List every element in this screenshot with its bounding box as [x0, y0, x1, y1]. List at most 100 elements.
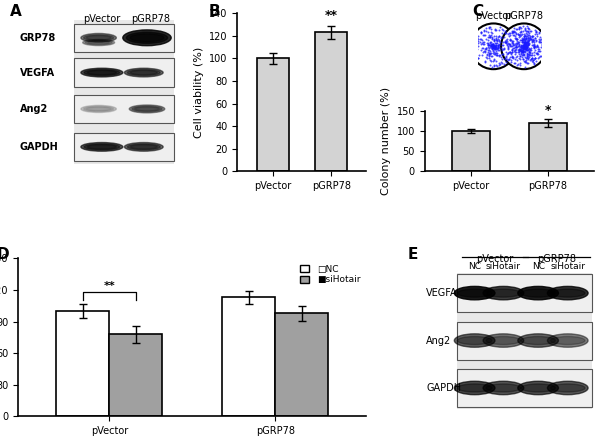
Point — [503, 43, 513, 50]
Point — [500, 30, 509, 37]
Bar — [315, 32, 347, 171]
Point — [479, 32, 488, 39]
Point — [476, 30, 486, 37]
Ellipse shape — [132, 106, 162, 112]
Point — [513, 43, 523, 50]
Point — [523, 24, 533, 31]
Ellipse shape — [124, 143, 163, 151]
Bar — [74, 58, 175, 87]
Point — [499, 34, 508, 41]
Point — [485, 42, 494, 49]
Point — [513, 60, 523, 67]
Text: pGRP78: pGRP78 — [537, 253, 576, 264]
Point — [517, 47, 527, 54]
Point — [523, 34, 533, 41]
Point — [521, 59, 530, 66]
Point — [531, 50, 541, 57]
Point — [493, 38, 502, 45]
Point — [507, 47, 517, 54]
Point — [490, 44, 499, 51]
Point — [521, 42, 530, 49]
Point — [527, 54, 536, 62]
Point — [496, 44, 506, 51]
Point — [526, 32, 535, 39]
Point — [522, 49, 532, 56]
Point — [518, 56, 527, 63]
Point — [480, 47, 490, 54]
Point — [522, 30, 532, 37]
Point — [514, 24, 523, 31]
Point — [491, 48, 501, 55]
Point — [514, 25, 523, 32]
Point — [473, 45, 482, 52]
Point — [490, 46, 499, 53]
Point — [524, 37, 534, 44]
Point — [518, 42, 528, 49]
Point — [482, 24, 491, 31]
Point — [478, 44, 487, 51]
Point — [527, 37, 536, 44]
Point — [521, 34, 530, 41]
Point — [515, 47, 524, 54]
Point — [496, 58, 506, 66]
Point — [482, 51, 491, 58]
Point — [532, 33, 542, 40]
Point — [533, 47, 542, 54]
Point — [538, 36, 547, 43]
Point — [518, 51, 527, 58]
Point — [518, 36, 527, 43]
Point — [508, 41, 517, 48]
Point — [488, 42, 497, 49]
Point — [520, 45, 529, 52]
Point — [523, 37, 533, 44]
Point — [520, 41, 529, 48]
Point — [529, 42, 539, 49]
Point — [487, 52, 496, 59]
Ellipse shape — [454, 286, 495, 300]
Point — [514, 26, 523, 33]
Point — [511, 26, 520, 33]
Point — [512, 49, 521, 56]
Point — [520, 47, 530, 54]
Point — [499, 27, 508, 34]
Point — [470, 48, 480, 55]
Point — [525, 47, 535, 54]
Point — [536, 43, 546, 51]
Point — [484, 42, 494, 49]
Point — [510, 55, 520, 62]
Point — [489, 61, 499, 68]
Y-axis label: Cell viability (%): Cell viability (%) — [194, 47, 203, 138]
Point — [491, 40, 500, 47]
Point — [533, 50, 542, 57]
Point — [503, 56, 513, 63]
Point — [505, 55, 514, 62]
Point — [521, 47, 531, 54]
Point — [533, 43, 543, 51]
Point — [489, 43, 499, 50]
Point — [505, 40, 514, 47]
Ellipse shape — [547, 334, 588, 347]
Point — [497, 59, 507, 66]
Point — [493, 39, 502, 47]
Point — [494, 27, 504, 34]
Point — [505, 37, 515, 44]
Point — [518, 47, 527, 54]
Point — [523, 34, 533, 41]
Point — [528, 57, 538, 64]
Point — [507, 42, 517, 49]
Point — [473, 43, 483, 50]
Point — [519, 38, 529, 45]
Point — [509, 28, 519, 35]
Point — [529, 39, 538, 46]
Point — [534, 28, 544, 35]
Point — [493, 43, 503, 50]
Point — [495, 23, 505, 31]
Point — [528, 59, 538, 66]
Circle shape — [470, 23, 517, 69]
Point — [517, 29, 526, 36]
Point — [523, 37, 533, 44]
Ellipse shape — [81, 34, 116, 42]
Point — [519, 43, 529, 50]
Ellipse shape — [454, 381, 495, 395]
Point — [533, 54, 543, 62]
